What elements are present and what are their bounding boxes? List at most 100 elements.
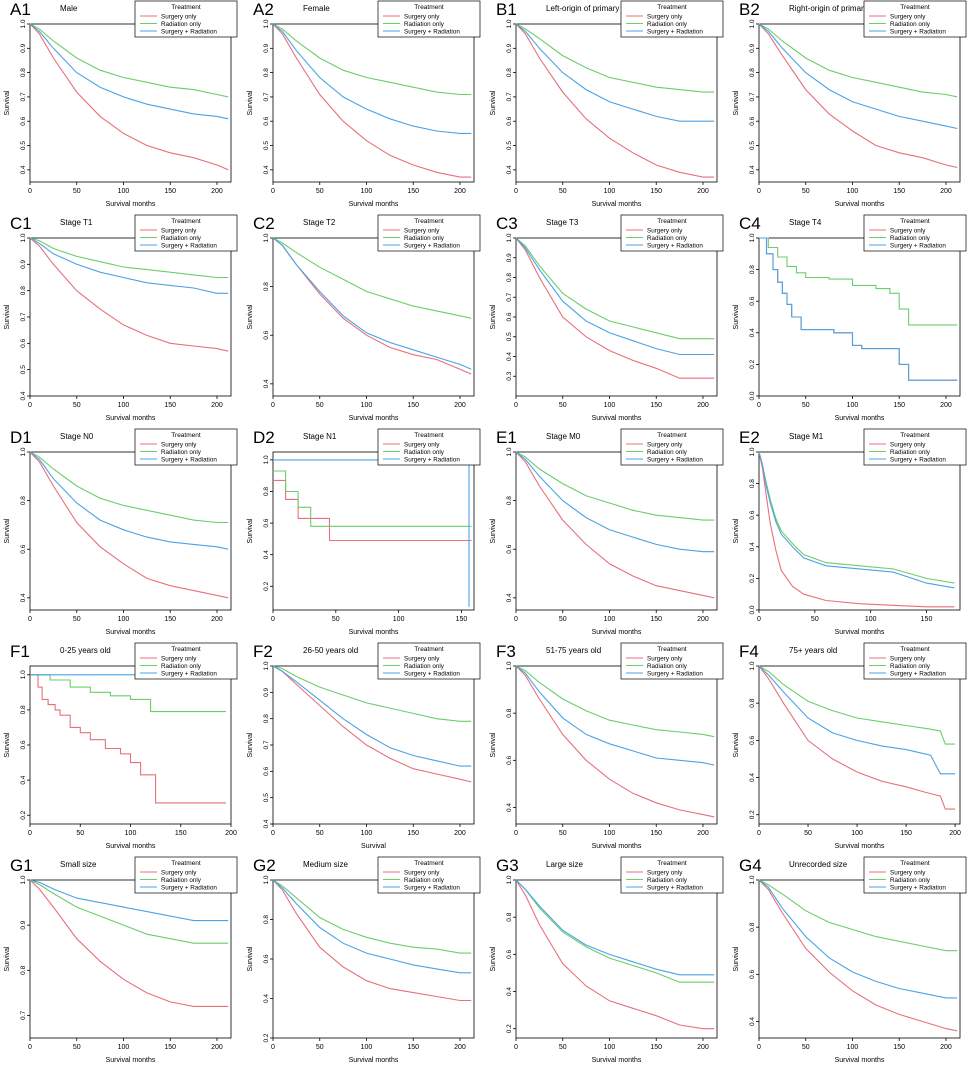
y-tick-label: 0.6 <box>749 296 756 305</box>
y-tick-label: 0.9 <box>20 43 27 52</box>
series-line-surgery-only <box>758 665 956 810</box>
y-tick-label: 0.4 <box>506 352 513 361</box>
km-panel-f4: F4 75+ years old 0 50 100 150 200 0.2 0.4 0.6 0.8 1… <box>729 642 972 856</box>
legend-entry: Surgery only <box>161 655 197 662</box>
series-line-surgery-radiation <box>29 23 229 120</box>
chart-svg: 0 50 100 150 0.0 0.2 0.4 0.6 0.8 1.0 Survival mont… <box>733 428 967 636</box>
chart-svg: 0 50 100 150 200 0.4 0.5 0.6 0.7 0.8 0.9 1.0 Surviva… <box>247 0 481 208</box>
legend-entry: Surgery only <box>890 869 926 876</box>
plot-frame <box>272 23 475 183</box>
x-axis-label: Survival months <box>835 843 885 850</box>
y-tick-label: 0.4 <box>506 165 513 174</box>
km-panel-d1: D1 Stage N0 0 50 100 150 200 0.4 0.6 0.8 1.0 Surviv… <box>0 428 243 642</box>
x-tick-label: 0 <box>271 616 275 623</box>
km-panel-g4: G4 Unrecorded size 0 50 100 150 200 0.4 0.6 0.8 1.… <box>729 856 972 1070</box>
x-tick-label: 200 <box>211 402 223 409</box>
legend-entry: Surgery only <box>647 869 683 876</box>
x-tick-label: 0 <box>514 616 518 623</box>
panel-label: D1 <box>10 428 32 447</box>
legend-entry: Radiation only <box>647 21 688 28</box>
panel-label: B1 <box>496 0 517 19</box>
x-tick-label: 0 <box>28 188 32 195</box>
x-tick-label: 50 <box>73 616 81 623</box>
x-tick-label: 50 <box>76 830 84 837</box>
series-line-surgery-only <box>759 237 958 381</box>
legend-entry: Surgery + Radiation <box>647 456 703 463</box>
x-tick-label: 200 <box>940 188 952 195</box>
panel-label: C3 <box>496 214 518 233</box>
legend-box <box>863 642 967 680</box>
plot-frame <box>758 665 961 825</box>
panel-label: G4 <box>739 856 762 875</box>
series-line-radiation-only <box>758 451 955 584</box>
legend-entry: Radiation only <box>890 877 931 884</box>
panel-label: C1 <box>10 214 32 233</box>
y-tick-label: 1.0 <box>20 875 27 884</box>
y-tick-label: 0.6 <box>263 330 270 339</box>
y-tick-label: 0.6 <box>506 544 513 553</box>
y-tick-label: 0.9 <box>263 687 270 696</box>
x-tick-label: 50 <box>559 830 567 837</box>
series-line-radiation-only <box>758 23 958 98</box>
legend-entry: Radiation only <box>161 235 202 242</box>
x-tick-label: 150 <box>650 616 662 623</box>
x-tick-label: 50 <box>316 1044 324 1051</box>
x-tick-label: 150 <box>164 1044 176 1051</box>
legend-entry: Radiation only <box>647 235 688 242</box>
legend-entry: Surgery only <box>161 227 197 234</box>
series-line-surgery-radiation <box>272 665 472 767</box>
x-tick-label: 150 <box>164 188 176 195</box>
x-tick-label: 100 <box>604 402 616 409</box>
chart-svg: 0 50 100 150 200 0.0 0.2 0.4 0.6 0.8 1.0 Survival m… <box>733 214 967 422</box>
legend-title: Treatment <box>414 646 444 653</box>
y-axis-label: Survival <box>733 946 740 971</box>
y-tick-label: 0.6 <box>506 312 513 321</box>
y-tick-label: 0.9 <box>749 43 756 52</box>
y-tick-label: 0.2 <box>20 810 27 819</box>
series-line-surgery-radiation <box>758 665 956 775</box>
legend-entry: Surgery + Radiation <box>647 242 703 249</box>
y-tick-label: 0.5 <box>749 141 756 150</box>
legend-entry: Surgery + Radiation <box>647 28 703 35</box>
x-tick-label: 50 <box>802 188 810 195</box>
y-tick-label: 0.8 <box>506 496 513 505</box>
x-tick-label: 200 <box>697 1044 709 1051</box>
km-panel-a1: A1 Male 0 50 100 150 200 0.4 0.5 0.6 0.7 0.8 0.9 1.0 S… <box>0 0 243 214</box>
x-tick-label: 100 <box>118 616 130 623</box>
legend-title: Treatment <box>657 646 687 653</box>
x-tick-label: 50 <box>802 1044 810 1051</box>
series-line-radiation-only <box>758 879 958 952</box>
panel-label: A1 <box>10 0 31 19</box>
x-axis-label: Survival months <box>106 201 156 208</box>
chart-svg: 0 50 100 150 200 0.4 0.5 0.6 0.7 0.8 0.9 1.0 Surviva… <box>4 214 238 422</box>
x-tick-label: 150 <box>164 616 176 623</box>
y-tick-label: 0.4 <box>20 775 27 784</box>
legend-entry: Radiation only <box>404 449 445 456</box>
y-tick-label: 1.0 <box>263 661 270 670</box>
plot-frame <box>29 665 232 825</box>
y-tick-label: 0.2 <box>749 360 756 369</box>
plot-frame <box>515 23 718 183</box>
panel-label: E1 <box>496 428 517 447</box>
x-tick-label: 0 <box>757 616 761 623</box>
y-tick-label: 0.6 <box>506 755 513 764</box>
x-tick-label: 200 <box>697 402 709 409</box>
x-tick-label: 0 <box>757 830 761 837</box>
chart-title: Male <box>60 4 78 13</box>
y-tick-label: 0.4 <box>263 994 270 1003</box>
y-tick-label: 0.8 <box>749 922 756 931</box>
y-tick-label: 1.0 <box>20 447 27 456</box>
y-tick-label: 0.6 <box>20 740 27 749</box>
chart-title: Right-origin of primary <box>789 4 868 13</box>
x-tick-label: 0 <box>28 1044 32 1051</box>
x-tick-label: 0 <box>757 402 761 409</box>
x-tick-label: 200 <box>225 830 237 837</box>
series-line-surgery-only <box>758 451 955 608</box>
legend-entry: Surgery only <box>890 13 926 20</box>
x-tick-label: 0 <box>271 1044 275 1051</box>
chart-svg: 0 50 100 150 200 0.4 0.6 0.8 1.0 Survival months S… <box>490 642 724 850</box>
y-tick-label: 0.9 <box>20 920 27 929</box>
km-panel-b1: B1 Left-origin of primary 0 50 100 150 200 0.4 0… <box>486 0 729 214</box>
